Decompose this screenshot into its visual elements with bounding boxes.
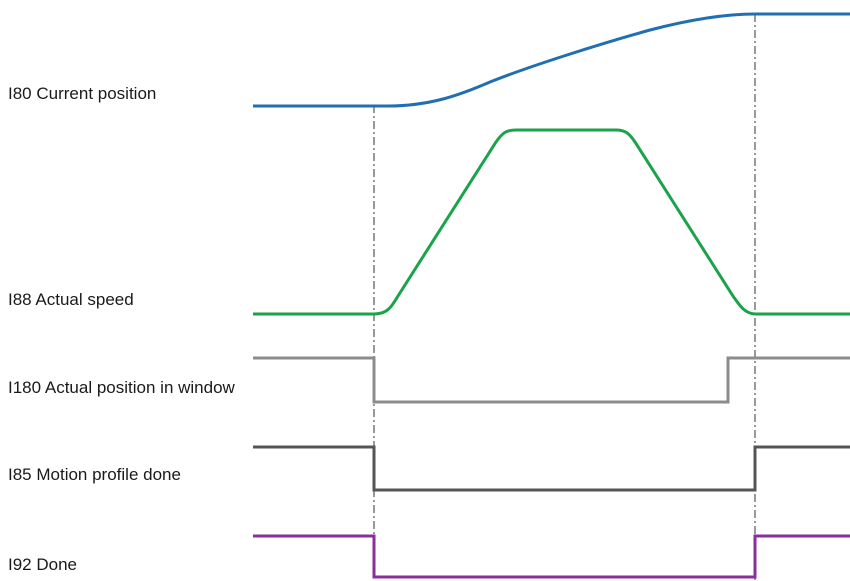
label-position-in-window: I180 Actual position in window: [8, 378, 235, 397]
position-in-window-waveform: [253, 356, 850, 404]
label-actual-speed: I88 Actual speed: [8, 290, 134, 309]
current-position-waveform: [253, 12, 850, 108]
label-done: I92 Done: [8, 555, 77, 574]
motion-profile-done-waveform: [253, 445, 850, 492]
done-waveform: [253, 534, 850, 579]
label-motion-profile-done: I85 Motion profile done: [8, 465, 181, 484]
actual-speed-waveform: [253, 128, 850, 316]
label-current-position: I80 Current position: [8, 84, 157, 103]
